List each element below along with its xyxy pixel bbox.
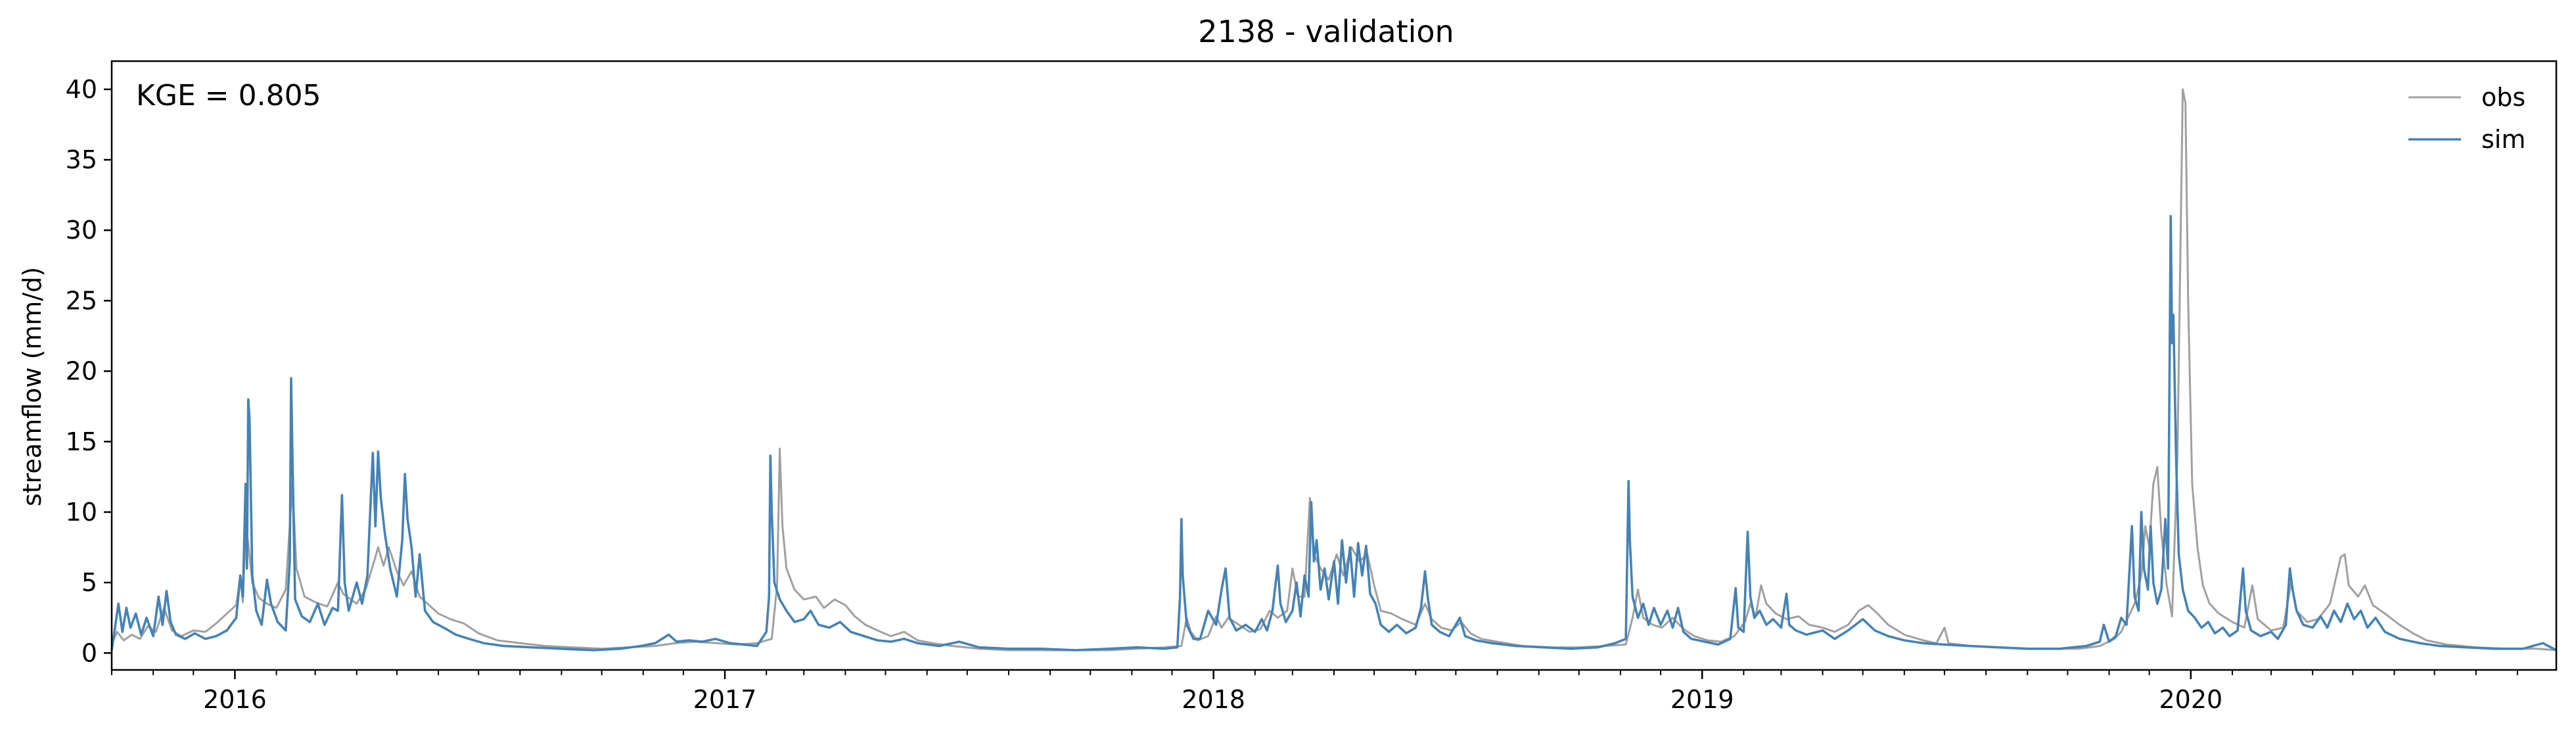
y-tick-label: 5 [81, 568, 97, 597]
legend-label-obs: obs [2481, 83, 2525, 112]
y-tick-label: 30 [66, 216, 97, 245]
x-tick-label: 2016 [203, 685, 267, 714]
x-tick-label: 2019 [1670, 685, 1734, 714]
y-axis-label: streamflow (mm/d) [18, 267, 47, 506]
series-line-obs [110, 88, 2557, 652]
y-tick-label: 35 [66, 145, 97, 174]
y-tick-label: 10 [66, 498, 97, 527]
y-axis-ticks: 0 5 10 15 20 25 30 35 40 [66, 75, 112, 667]
x-tick-label: 2020 [2159, 685, 2222, 714]
y-tick-label: 0 [81, 638, 97, 667]
legend-label-sim: sim [2481, 125, 2525, 154]
x-axis-ticks: 2016 2017 2018 2019 2020 [111, 670, 2518, 714]
legend: obs sim [2408, 83, 2525, 154]
y-tick-label: 20 [66, 357, 97, 386]
y-tick-label: 40 [66, 75, 97, 104]
chart-title: 2138 - validation [1198, 14, 1454, 49]
kge-annotation: KGE = 0.805 [136, 79, 321, 112]
series-layer [110, 88, 2557, 652]
plot-frame [110, 60, 2558, 671]
x-tick-label: 2018 [1182, 685, 1245, 714]
x-tick-label: 2017 [693, 685, 757, 714]
y-tick-label: 15 [66, 427, 97, 456]
y-tick-label: 25 [66, 286, 97, 315]
series-line-sim [110, 214, 2557, 652]
